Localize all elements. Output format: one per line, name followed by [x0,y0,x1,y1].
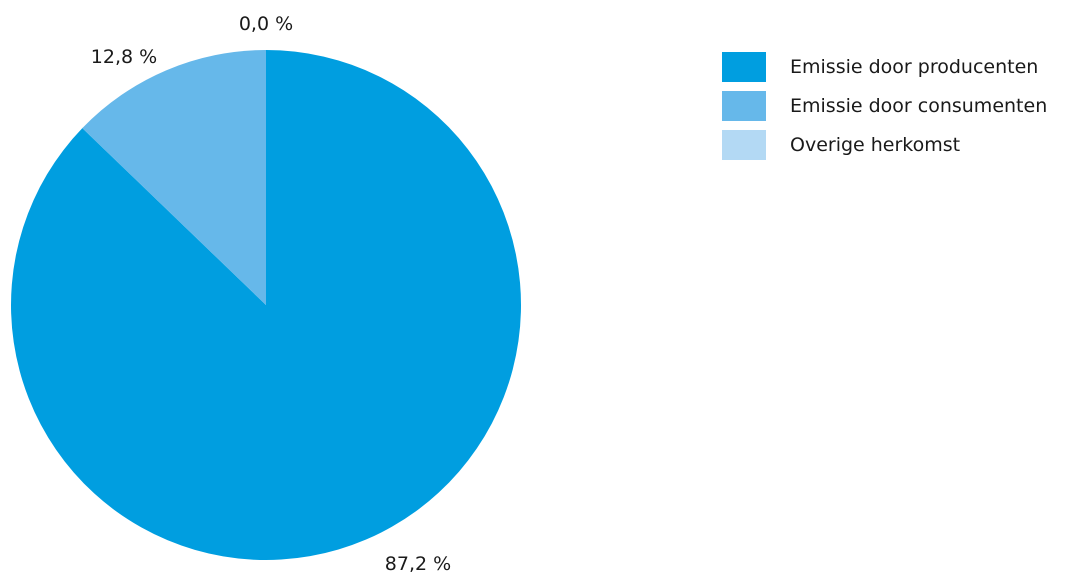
chart-legend: Emissie door producenten Emissie door co… [722,52,1047,169]
legend-item-consumenten: Emissie door consumenten [722,91,1047,121]
pie-slice-1 [11,50,522,561]
data-label-slice-2: 12,8 % [91,46,157,68]
pie-labels: 87,2 % 12,8 % 0,0 % [91,13,451,575]
legend-swatch-consumenten [722,91,766,121]
pie-slices [11,50,522,561]
legend-swatch-overige [722,130,766,160]
legend-label-overige: Overige herkomst [790,134,961,156]
legend-label-consumenten: Emissie door consumenten [790,95,1048,117]
legend-label-producenten: Emissie door producenten [790,56,1039,78]
pie-slice-2 [82,50,266,305]
legend-item-overige: Overige herkomst [722,130,1047,160]
legend-swatch-producenten [722,52,766,82]
legend-item-producenten: Emissie door producenten [722,52,1047,82]
data-label-slice-1: 87,2 % [385,553,451,575]
data-label-slice-3: 0,0 % [239,13,293,35]
